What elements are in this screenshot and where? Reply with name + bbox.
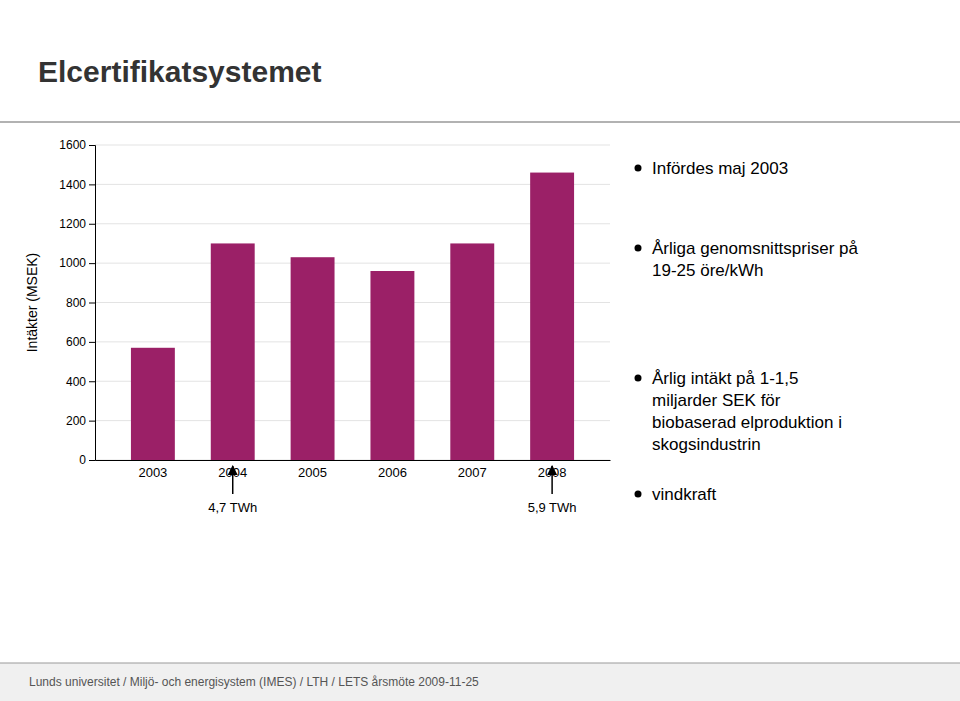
y-tick-label: 1400 [59,178,86,192]
annotations: 4,7 TWh 5,9 TWh [208,466,576,515]
x-axis: 200320042005200620072008 [96,461,611,481]
y-axis-label: Intäkter (MSEK) [24,253,40,353]
y-tick-label: 800 [66,296,86,310]
footer-band [0,663,960,701]
y-tick-label: 0 [79,453,86,467]
y-tick: 1000 [59,256,95,270]
plot: 2003200420052006200720080200400600800100… [59,138,610,480]
y-tick-label: 200 [66,414,86,428]
note: vindkraft [652,485,717,504]
x-tick-label: 2003 [138,465,167,480]
y-tick: 400 [66,375,95,389]
x-tick: 2003 [138,465,167,480]
bar [530,173,574,460]
y-tick: 800 [66,296,95,310]
axis-domain [96,460,611,461]
axis-domain [89,146,96,461]
bullet [635,165,642,172]
y-tick-mark [89,263,95,264]
annotation-label: 5,9 TWh [528,500,577,515]
x-tick-label: 2005 [298,465,327,480]
note: Årlig intäkt på 1-1,5miljarder SEK förbi… [652,369,842,454]
note: Infördes maj 2003 [652,159,788,178]
bar [211,243,255,460]
separator [0,121,960,123]
y-tick-label: 400 [66,375,86,389]
y-tick-mark [89,342,95,343]
title: Elcertifikatsystemet [38,55,321,88]
y-tick-label: 1600 [59,138,86,152]
footer-separator [0,663,960,664]
y-tick-label: 1200 [59,217,86,231]
bars [131,173,574,460]
y-tick-mark [89,184,95,185]
y-tick: 1200 [59,217,95,231]
y-axis: 0 200 400 600 800 1000 1200 1400 1600 [59,138,95,467]
x-tick: 2005 [298,465,327,480]
y-tick-label: 600 [66,335,86,349]
y-tick: 1400 [59,178,95,192]
notes: Infördes maj 2003 Årliga genomsnittsprise… [635,159,859,504]
bullet [635,375,642,382]
y-tick-mark [89,303,95,304]
annotation-label: 4,7 TWh [208,500,257,515]
y-tick-label: 1000 [59,256,86,270]
note: Årliga genomsnittspriser på19-25 öre/kWh [652,239,859,280]
y-tick-mark [89,224,95,225]
grid [95,145,610,460]
y-tick-mark [89,145,95,146]
bar [370,271,414,460]
chart: Elcertifikatsystemet20032004200520062007… [0,0,960,701]
y-tick: 1600 [59,138,95,152]
bullet [635,245,642,252]
grid-line [95,145,610,146]
x-tick: 2007 [458,465,487,480]
y-tick-mark [89,421,95,422]
footer: Lunds universitet / Miljö- och energisys… [29,675,479,689]
y-tick: 600 [66,335,95,349]
y-tick: 200 [66,414,95,428]
bar [131,348,175,460]
y-tick-mark [89,381,95,382]
y-tick: 0 [79,453,95,467]
bullet [635,491,642,498]
y-tick-mark [89,460,95,461]
annotation-arrow [551,466,553,494]
bar [291,257,335,460]
bar [450,243,494,460]
x-tick: 2006 [378,465,407,480]
x-tick-label: 2006 [378,465,407,480]
annotation-arrow [232,466,234,494]
x-tick-label: 2007 [458,465,487,480]
